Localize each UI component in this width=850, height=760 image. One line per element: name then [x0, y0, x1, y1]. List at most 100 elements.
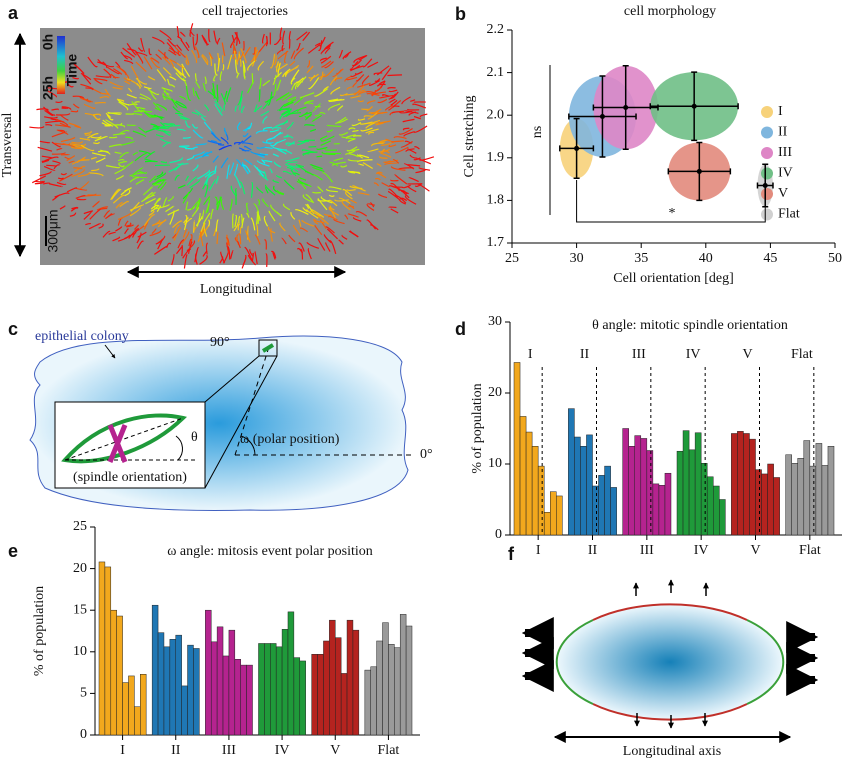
trajectory — [122, 47, 135, 58]
bar — [767, 463, 774, 536]
trajectory — [241, 105, 245, 113]
trajectory — [349, 64, 361, 71]
trajectory — [288, 31, 292, 40]
trajectory — [366, 203, 375, 211]
trajectory — [155, 134, 164, 138]
trajectory — [316, 215, 330, 225]
omega-arc — [240, 435, 256, 456]
trajectory — [349, 185, 363, 190]
bar — [175, 634, 182, 736]
trajectory — [143, 214, 156, 227]
trajectory — [241, 142, 254, 146]
trajectory — [302, 194, 313, 203]
bar — [299, 660, 306, 736]
trajectory — [71, 141, 84, 144]
trajectory — [190, 198, 202, 210]
trajectory — [270, 228, 273, 242]
point — [599, 113, 605, 119]
trajectory — [41, 160, 48, 164]
trajectory — [136, 82, 141, 89]
trajectory — [381, 67, 392, 81]
trajectory — [82, 97, 91, 103]
trajectory — [335, 116, 347, 124]
trajectory — [281, 237, 287, 245]
trajectory — [413, 115, 421, 120]
trajectory — [162, 197, 168, 208]
trajectory — [315, 155, 323, 158]
trajectory — [302, 152, 310, 157]
trajectory — [308, 77, 320, 90]
trajectory — [175, 68, 187, 79]
trajectory — [276, 79, 282, 92]
trajectory — [95, 157, 106, 163]
trajectory — [166, 242, 172, 248]
trajectory — [264, 96, 274, 103]
trajectory — [357, 90, 367, 96]
trajectory — [287, 112, 301, 116]
trajectory — [61, 106, 72, 110]
trajectory — [174, 174, 180, 181]
trajectory — [272, 185, 278, 193]
trajectory — [272, 251, 276, 260]
trajectory — [236, 159, 243, 167]
trajectory — [126, 77, 138, 86]
bar — [694, 432, 702, 536]
trajectory — [239, 96, 243, 111]
trajectory — [172, 65, 183, 77]
trajectory — [267, 91, 273, 106]
trajectory — [312, 191, 322, 194]
trajectory — [177, 239, 185, 249]
trajectory — [329, 205, 335, 211]
trajectory — [103, 68, 112, 79]
x-tick-label: IV — [694, 543, 709, 558]
trajectory — [276, 47, 285, 55]
trajectory — [367, 99, 376, 105]
bar — [210, 641, 218, 736]
trajectory — [222, 55, 224, 64]
trajectory — [222, 64, 225, 71]
trajectory — [108, 144, 122, 148]
trajectory — [220, 251, 226, 264]
trajectory — [357, 118, 366, 121]
trajectory — [204, 170, 216, 178]
trajectory — [151, 219, 161, 227]
trajectory — [160, 121, 167, 128]
trajectory — [155, 53, 162, 60]
trajectory — [369, 202, 375, 208]
trajectory — [285, 142, 295, 146]
trajectory — [265, 253, 268, 267]
trajectory — [137, 240, 144, 249]
trajectory — [282, 68, 291, 78]
trajectory — [123, 77, 132, 82]
trajectory — [261, 33, 265, 44]
trajectory — [148, 210, 155, 217]
trajectory — [179, 145, 188, 150]
trajectory — [390, 208, 399, 214]
trajectory — [100, 149, 111, 155]
trajectory — [220, 93, 226, 105]
trajectory — [334, 77, 343, 82]
trajectory — [377, 98, 388, 104]
bar — [821, 465, 829, 536]
trajectory — [217, 58, 221, 72]
trajectory — [279, 109, 292, 120]
trajectory — [112, 86, 123, 90]
trajectory — [363, 115, 373, 118]
trajectory — [238, 215, 241, 224]
trajectory — [258, 173, 269, 181]
trajectory — [214, 63, 218, 76]
legend-swatch — [761, 126, 773, 139]
trajectory — [355, 77, 362, 82]
trajectory — [378, 148, 386, 153]
trajectory — [149, 89, 157, 100]
trajectory — [284, 163, 300, 169]
trajectory — [77, 172, 91, 177]
trajectory — [132, 112, 143, 116]
trajectory — [269, 53, 276, 69]
trajectory — [210, 140, 218, 143]
trajectory — [212, 155, 219, 163]
bar — [240, 664, 247, 736]
trajectory — [239, 226, 242, 234]
trajectory — [221, 42, 226, 57]
